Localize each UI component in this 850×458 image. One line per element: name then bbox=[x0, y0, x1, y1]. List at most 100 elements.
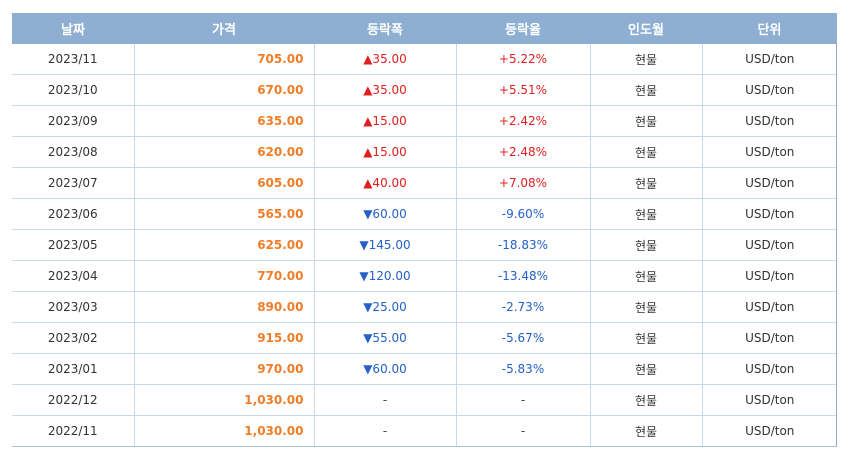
cell-price: 890.00 bbox=[133, 291, 314, 323]
cell-unit: USD/ton bbox=[701, 136, 837, 168]
cell-change-rate: - bbox=[455, 384, 590, 416]
header-row: 날짜 가격 등락폭 등락율 인도월 단위 bbox=[12, 13, 837, 44]
cell-change: - bbox=[313, 415, 456, 447]
cell-date: 2023/10 bbox=[12, 74, 134, 106]
cell-unit: USD/ton bbox=[701, 229, 837, 261]
cell-change: ▼55.00 bbox=[313, 322, 456, 354]
table-row: 2023/09 635.00 ▲15.00 +2.42% 현물 USD/ton bbox=[12, 105, 837, 137]
cell-change: ▼120.00 bbox=[313, 260, 456, 292]
cell-delivery-month: 현물 bbox=[589, 415, 702, 447]
cell-change: ▲40.00 bbox=[313, 167, 456, 199]
cell-change: ▼60.00 bbox=[313, 353, 456, 385]
cell-delivery-month: 현물 bbox=[589, 260, 702, 292]
table-body: 2023/11 705.00 ▲35.00 +5.22% 현물 USD/ton 2023/1… bbox=[12, 44, 837, 447]
cell-date: 2023/07 bbox=[12, 167, 134, 199]
cell-price: 770.00 bbox=[133, 260, 314, 292]
cell-date: 2022/11 bbox=[12, 415, 134, 447]
cell-unit: USD/ton bbox=[701, 353, 837, 385]
cell-change: ▼60.00 bbox=[313, 198, 456, 230]
cell-delivery-month: 현물 bbox=[589, 353, 702, 385]
cell-change-rate: +2.42% bbox=[455, 105, 590, 137]
cell-unit: USD/ton bbox=[701, 44, 837, 75]
cell-change-rate: - bbox=[455, 415, 590, 447]
cell-price: 705.00 bbox=[133, 44, 314, 75]
cell-delivery-month: 현물 bbox=[589, 74, 702, 106]
cell-delivery-month: 현물 bbox=[589, 105, 702, 137]
cell-unit: USD/ton bbox=[701, 415, 837, 447]
cell-delivery-month: 현물 bbox=[589, 322, 702, 354]
cell-change-rate: -5.83% bbox=[455, 353, 590, 385]
cell-change: ▲35.00 bbox=[313, 44, 456, 75]
cell-change-rate: +7.08% bbox=[455, 167, 590, 199]
cell-date: 2022/12 bbox=[12, 384, 134, 416]
cell-unit: USD/ton bbox=[701, 260, 837, 292]
price-history-table-container: 날짜 가격 등락폭 등락율 인도월 단위 2023/11 705.00 ▲35.00… bbox=[12, 13, 837, 447]
cell-change-rate: -18.83% bbox=[455, 229, 590, 261]
cell-date: 2023/03 bbox=[12, 291, 134, 323]
table-row: 2023/03 890.00 ▼25.00 -2.73% 현물 USD/ton bbox=[12, 291, 837, 323]
table-row: 2023/05 625.00 ▼145.00 -18.83% 현물 USD/ton bbox=[12, 229, 837, 261]
table-row: 2023/04 770.00 ▼120.00 -13.48% 현물 USD/ton bbox=[12, 260, 837, 292]
cell-date: 2023/08 bbox=[12, 136, 134, 168]
header-price: 가격 bbox=[134, 13, 314, 44]
cell-date: 2023/05 bbox=[12, 229, 134, 261]
cell-unit: USD/ton bbox=[701, 384, 837, 416]
cell-unit: USD/ton bbox=[701, 74, 837, 106]
header-change-rate: 등락율 bbox=[456, 13, 590, 44]
cell-unit: USD/ton bbox=[701, 105, 837, 137]
cell-price: 605.00 bbox=[133, 167, 314, 199]
cell-delivery-month: 현물 bbox=[589, 384, 702, 416]
table-row: 2023/02 915.00 ▼55.00 -5.67% 현물 USD/ton bbox=[12, 322, 837, 354]
cell-unit: USD/ton bbox=[701, 167, 837, 199]
table-row: 2023/01 970.00 ▼60.00 -5.83% 현물 USD/ton bbox=[12, 353, 837, 385]
cell-change: ▼25.00 bbox=[313, 291, 456, 323]
price-history-table: 날짜 가격 등락폭 등락율 인도월 단위 2023/11 705.00 ▲35.00… bbox=[12, 13, 837, 447]
cell-price: 635.00 bbox=[133, 105, 314, 137]
cell-delivery-month: 현물 bbox=[589, 136, 702, 168]
cell-date: 2023/06 bbox=[12, 198, 134, 230]
cell-date: 2023/02 bbox=[12, 322, 134, 354]
cell-change-rate: -5.67% bbox=[455, 322, 590, 354]
cell-price: 565.00 bbox=[133, 198, 314, 230]
cell-change: ▲35.00 bbox=[313, 74, 456, 106]
cell-date: 2023/04 bbox=[12, 260, 134, 292]
header-date: 날짜 bbox=[12, 13, 134, 44]
cell-change-rate: +2.48% bbox=[455, 136, 590, 168]
cell-change: ▼145.00 bbox=[313, 229, 456, 261]
cell-change-rate: -2.73% bbox=[455, 291, 590, 323]
cell-price: 915.00 bbox=[133, 322, 314, 354]
cell-price: 970.00 bbox=[133, 353, 314, 385]
cell-delivery-month: 현물 bbox=[589, 167, 702, 199]
cell-price: 1,030.00 bbox=[133, 384, 314, 416]
cell-unit: USD/ton bbox=[701, 322, 837, 354]
cell-delivery-month: 현물 bbox=[589, 198, 702, 230]
cell-unit: USD/ton bbox=[701, 291, 837, 323]
table-row: 2023/08 620.00 ▲15.00 +2.48% 현물 USD/ton bbox=[12, 136, 837, 168]
cell-change-rate: +5.22% bbox=[455, 44, 590, 75]
cell-date: 2023/09 bbox=[12, 105, 134, 137]
cell-change: ▲15.00 bbox=[313, 136, 456, 168]
cell-change-rate: +5.51% bbox=[455, 74, 590, 106]
cell-change-rate: -13.48% bbox=[455, 260, 590, 292]
cell-delivery-month: 현물 bbox=[589, 44, 702, 75]
cell-unit: USD/ton bbox=[701, 198, 837, 230]
cell-price: 670.00 bbox=[133, 74, 314, 106]
table-row: 2023/11 705.00 ▲35.00 +5.22% 현물 USD/ton bbox=[12, 44, 837, 75]
cell-change-rate: -9.60% bbox=[455, 198, 590, 230]
header-unit: 단위 bbox=[702, 13, 837, 44]
cell-delivery-month: 현물 bbox=[589, 229, 702, 261]
table-row: 2022/12 1,030.00- - 현물 USD/ton bbox=[12, 384, 837, 416]
table-right-border bbox=[836, 13, 837, 447]
header-change: 등락폭 bbox=[314, 13, 456, 44]
table-header: 날짜 가격 등락폭 등락율 인도월 단위 bbox=[12, 13, 837, 44]
cell-change: - bbox=[313, 384, 456, 416]
table-row: 2022/11 1,030.00- - 현물 USD/ton bbox=[12, 415, 837, 447]
table-row: 2023/10 670.00 ▲35.00 +5.51% 현물 USD/ton bbox=[12, 74, 837, 106]
cell-delivery-month: 현물 bbox=[589, 291, 702, 323]
table-row: 2023/06 565.00 ▼60.00 -9.60% 현물 USD/ton bbox=[12, 198, 837, 230]
cell-price: 625.00 bbox=[133, 229, 314, 261]
cell-price: 1,030.00 bbox=[133, 415, 314, 447]
cell-price: 620.00 bbox=[133, 136, 314, 168]
cell-date: 2023/01 bbox=[12, 353, 134, 385]
cell-change: ▲15.00 bbox=[313, 105, 456, 137]
